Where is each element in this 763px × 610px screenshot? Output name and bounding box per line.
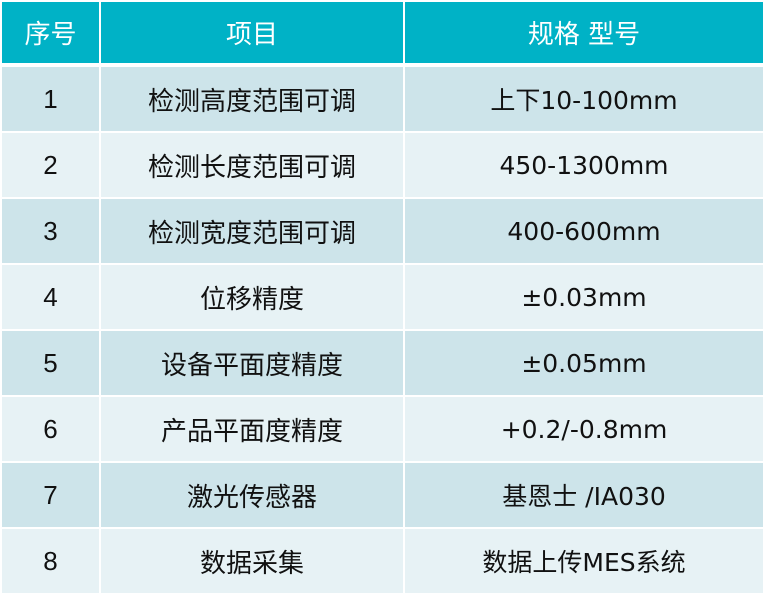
cell-no: 1	[0, 64, 101, 133]
cell-item: 检测宽度范围可调	[99, 197, 405, 265]
header-spec: 规格 型号	[403, 0, 763, 67]
table-row: 3 检测宽度范围可调 400-600mm	[0, 197, 763, 265]
cell-item: 检测高度范围可调	[99, 64, 405, 133]
cell-no: 2	[0, 131, 101, 199]
cell-spec: 基恩士 /IA030	[403, 461, 763, 529]
table-row: 6 产品平面度精度 +0.2/-0.8mm	[0, 395, 763, 463]
table-row: 2 检测长度范围可调 450-1300mm	[0, 131, 763, 199]
cell-item: 数据采集	[99, 527, 405, 595]
cell-item: 产品平面度精度	[99, 395, 405, 463]
table-row: 7 激光传感器 基恩士 /IA030	[0, 461, 763, 529]
cell-no: 3	[0, 197, 101, 265]
cell-no: 8	[0, 527, 101, 595]
cell-no: 5	[0, 329, 101, 397]
table-row: 4 位移精度 ±0.03mm	[0, 263, 763, 331]
cell-spec: 数据上传MES系统	[403, 527, 763, 595]
cell-no: 4	[0, 263, 101, 331]
cell-item: 位移精度	[99, 263, 405, 331]
cell-item: 设备平面度精度	[99, 329, 405, 397]
cell-item: 激光传感器	[99, 461, 405, 529]
header-item: 项目	[99, 0, 405, 67]
cell-no: 7	[0, 461, 101, 529]
cell-spec: 上下10-100mm	[403, 64, 763, 133]
cell-spec: +0.2/-0.8mm	[403, 395, 763, 463]
header-no: 序号	[0, 0, 101, 67]
table-row: 5 设备平面度精度 ±0.05mm	[0, 329, 763, 397]
cell-item: 检测长度范围可调	[99, 131, 405, 199]
table-row: 8 数据采集 数据上传MES系统	[0, 527, 763, 595]
cell-spec: 450-1300mm	[403, 131, 763, 199]
cell-spec: 400-600mm	[403, 197, 763, 265]
cell-no: 6	[0, 395, 101, 463]
header-row: 序号 项目 规格 型号	[0, 0, 763, 67]
spec-table: 序号 项目 规格 型号 1 检测高度范围可调 上下10-100mm 2 检测长度范围可调…	[0, 0, 763, 595]
table-row: 1 检测高度范围可调 上下10-100mm	[0, 64, 763, 133]
cell-spec: ±0.05mm	[403, 329, 763, 397]
cell-spec: ±0.03mm	[403, 263, 763, 331]
